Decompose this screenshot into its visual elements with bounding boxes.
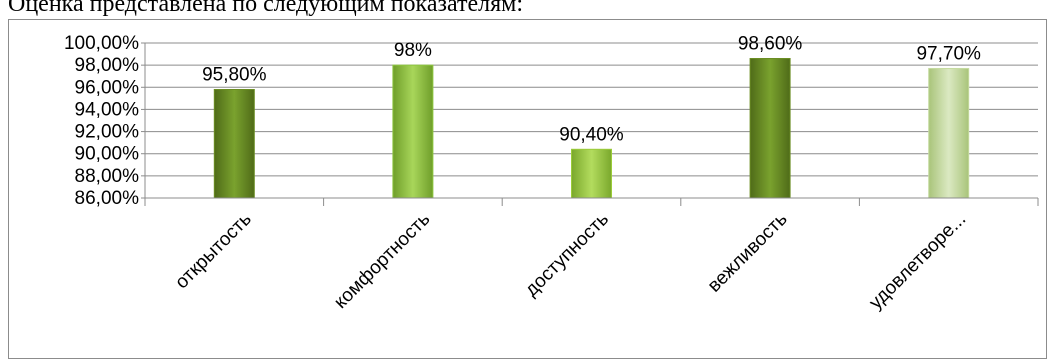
category-label: удовлетворе...: [865, 209, 970, 314]
bar-5: [928, 67, 970, 199]
category-label: открытость: [171, 209, 256, 294]
bar-3: [571, 148, 612, 199]
category-label: вежливость: [704, 209, 792, 297]
y-tick-label: 94,00%: [75, 99, 140, 120]
bar-1: [213, 89, 255, 199]
y-tick-label: 88,00%: [75, 166, 140, 187]
category-label: комфортность: [330, 209, 434, 313]
data-label: 95,80%: [202, 65, 267, 86]
y-tick-label: 100,00%: [64, 33, 139, 54]
data-label: 90,40%: [559, 124, 624, 145]
y-tick-label: 92,00%: [75, 122, 140, 143]
bar-2: [392, 64, 434, 199]
data-label: 98%: [394, 40, 432, 61]
y-tick-label: 86,00%: [75, 188, 140, 209]
category-label: доступность: [521, 209, 613, 301]
chart-frame: [8, 19, 1047, 359]
data-label: 98,60%: [738, 34, 803, 55]
y-tick-label: 90,00%: [75, 144, 140, 165]
y-tick-label: 96,00%: [75, 77, 140, 98]
data-label: 97,70%: [916, 43, 981, 64]
y-tick-label: 98,00%: [75, 55, 140, 76]
bar-4: [749, 58, 791, 199]
document-intro-text: Оценка представлена по следующим показат…: [8, 0, 524, 17]
